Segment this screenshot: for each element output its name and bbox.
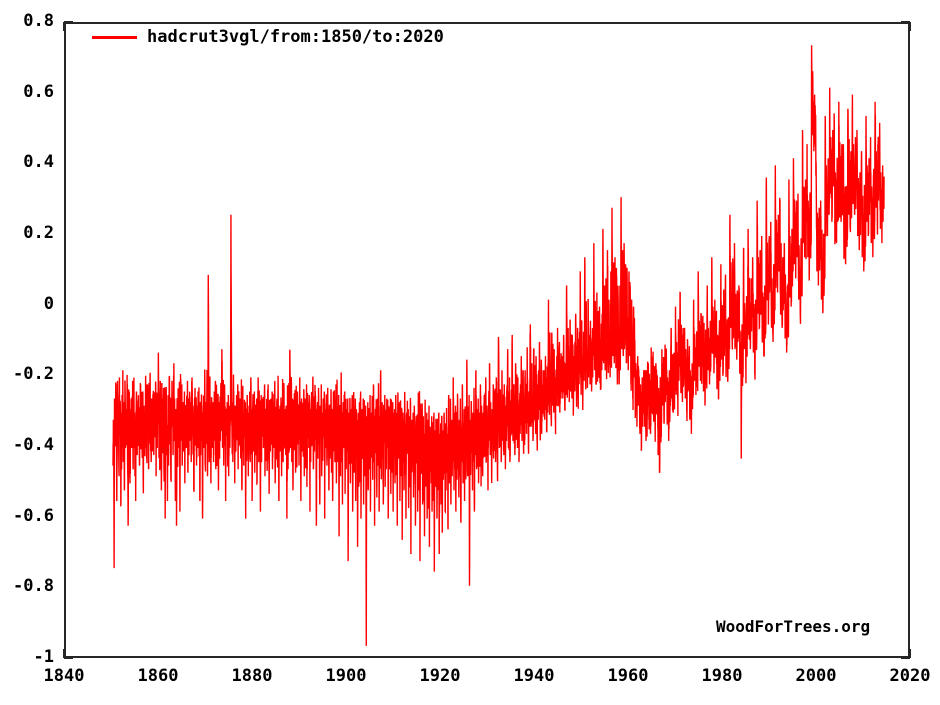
x-tick-label: 1960: [607, 666, 649, 686]
series-line-hadcrut3vgl: [112, 45, 885, 646]
y-tick-label: 0.2: [23, 223, 54, 243]
y-tick-label: -0.4: [13, 435, 54, 455]
x-tick-label: 2000: [795, 666, 837, 686]
x-tick-label: 1860: [137, 666, 179, 686]
x-tick-label: 1880: [231, 666, 273, 686]
y-tick-mark: [64, 657, 73, 659]
legend-color-swatch: [92, 35, 137, 39]
y-tick-label: -0.8: [13, 576, 54, 597]
legend-entry-label: hadcrut3vgl/from:1850/to:2020: [147, 26, 444, 47]
x-tick-label: 1920: [419, 666, 461, 686]
plot-area: [64, 22, 910, 658]
x-tick-label: 1980: [701, 666, 743, 686]
chart-legend: hadcrut3vgl/from:1850/to:2020: [92, 27, 444, 47]
y-tick-label: -0.6: [13, 505, 54, 526]
x-tick-label: 1900: [325, 666, 367, 686]
y-tick-label: 0.6: [23, 81, 54, 102]
y-tick-label: 0: [43, 293, 54, 314]
series-canvas: [112, 45, 885, 646]
y-tick-label: 0.8: [23, 11, 54, 31]
x-tick-label: 2020: [889, 666, 931, 686]
y-tick-label: 0.4: [23, 152, 54, 173]
y-tick-label: -0.2: [13, 364, 54, 385]
x-tick-mark: [909, 649, 911, 658]
x-tick-mark: [909, 22, 911, 31]
y-tick-label: -1: [33, 647, 54, 667]
watermark-label: WoodForTrees.org: [716, 617, 871, 636]
x-tick-label: 1940: [513, 666, 555, 686]
x-tick-label: 1840: [43, 666, 85, 686]
y-tick-mark: [901, 657, 910, 659]
